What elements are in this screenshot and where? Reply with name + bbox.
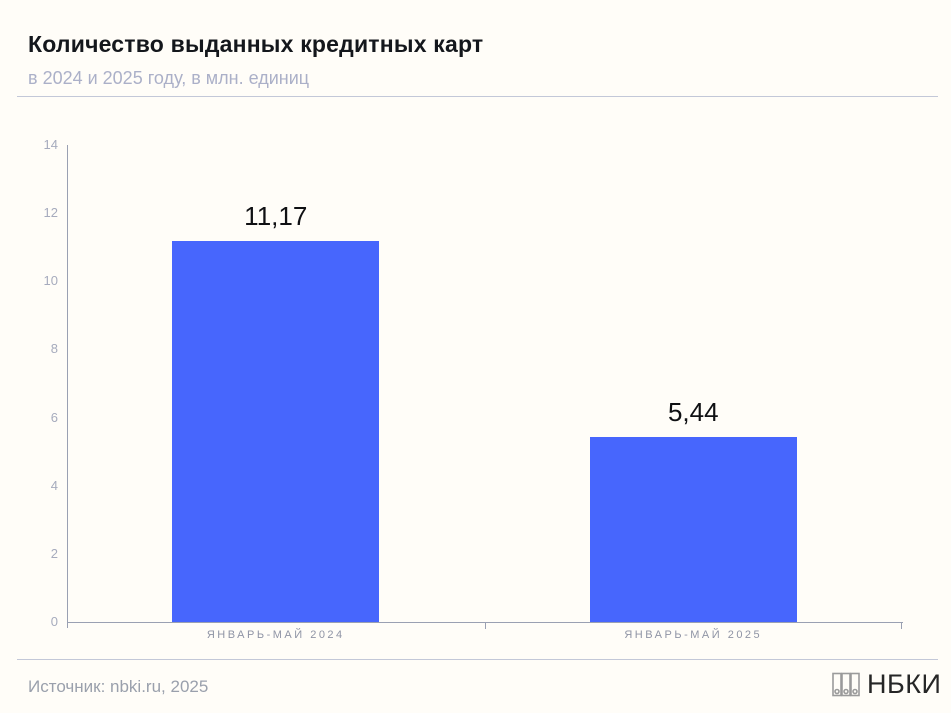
chart-title: Количество выданных кредитных карт bbox=[28, 31, 484, 57]
logo-text: НБКИ bbox=[867, 669, 942, 699]
bar-value-label: 5,44 bbox=[667, 397, 719, 427]
x-axis-tick bbox=[901, 622, 902, 629]
y-tick-label: 2 bbox=[50, 545, 58, 561]
x-category-label: ЯНВАРЬ-МАЙ 2025 bbox=[624, 629, 763, 641]
chart-subtitle: в 2024 и 2025 году, в млн. единиц bbox=[28, 68, 310, 88]
source-text: Источник: nbki.ru, 2025 bbox=[28, 677, 209, 696]
y-tick-label: 0 bbox=[50, 614, 58, 629]
y-axis-line bbox=[67, 145, 68, 628]
bar-value-label: 11,17 bbox=[244, 201, 308, 231]
y-tick-label: 6 bbox=[50, 409, 58, 425]
plot-area: 11,17 ЯНВАРЬ-МАЙ 2024 5,44 ЯНВАРЬ-МАЙ 2025 bbox=[67, 145, 902, 641]
x-axis-tick bbox=[484, 622, 486, 629]
binders-icon bbox=[832, 672, 860, 696]
header-divider bbox=[17, 96, 938, 97]
bar-январь-май-2024 bbox=[172, 241, 380, 622]
y-tick-label: 8 bbox=[50, 341, 58, 357]
y-tick-label: 12 bbox=[43, 205, 58, 221]
footer-divider bbox=[17, 659, 938, 660]
y-tick-label: 4 bbox=[50, 477, 58, 493]
bar-январь-май-2025 bbox=[589, 437, 797, 622]
y-axis-tick-labels: 0 2 4 6 8 10 12 14 bbox=[0, 138, 58, 629]
x-category-label: ЯНВАРЬ-МАЙ 2024 bbox=[206, 629, 345, 641]
y-tick-label: 14 bbox=[43, 137, 58, 152]
nbki-logo: НБКИ bbox=[831, 669, 941, 700]
y-tick-label: 10 bbox=[43, 273, 58, 289]
